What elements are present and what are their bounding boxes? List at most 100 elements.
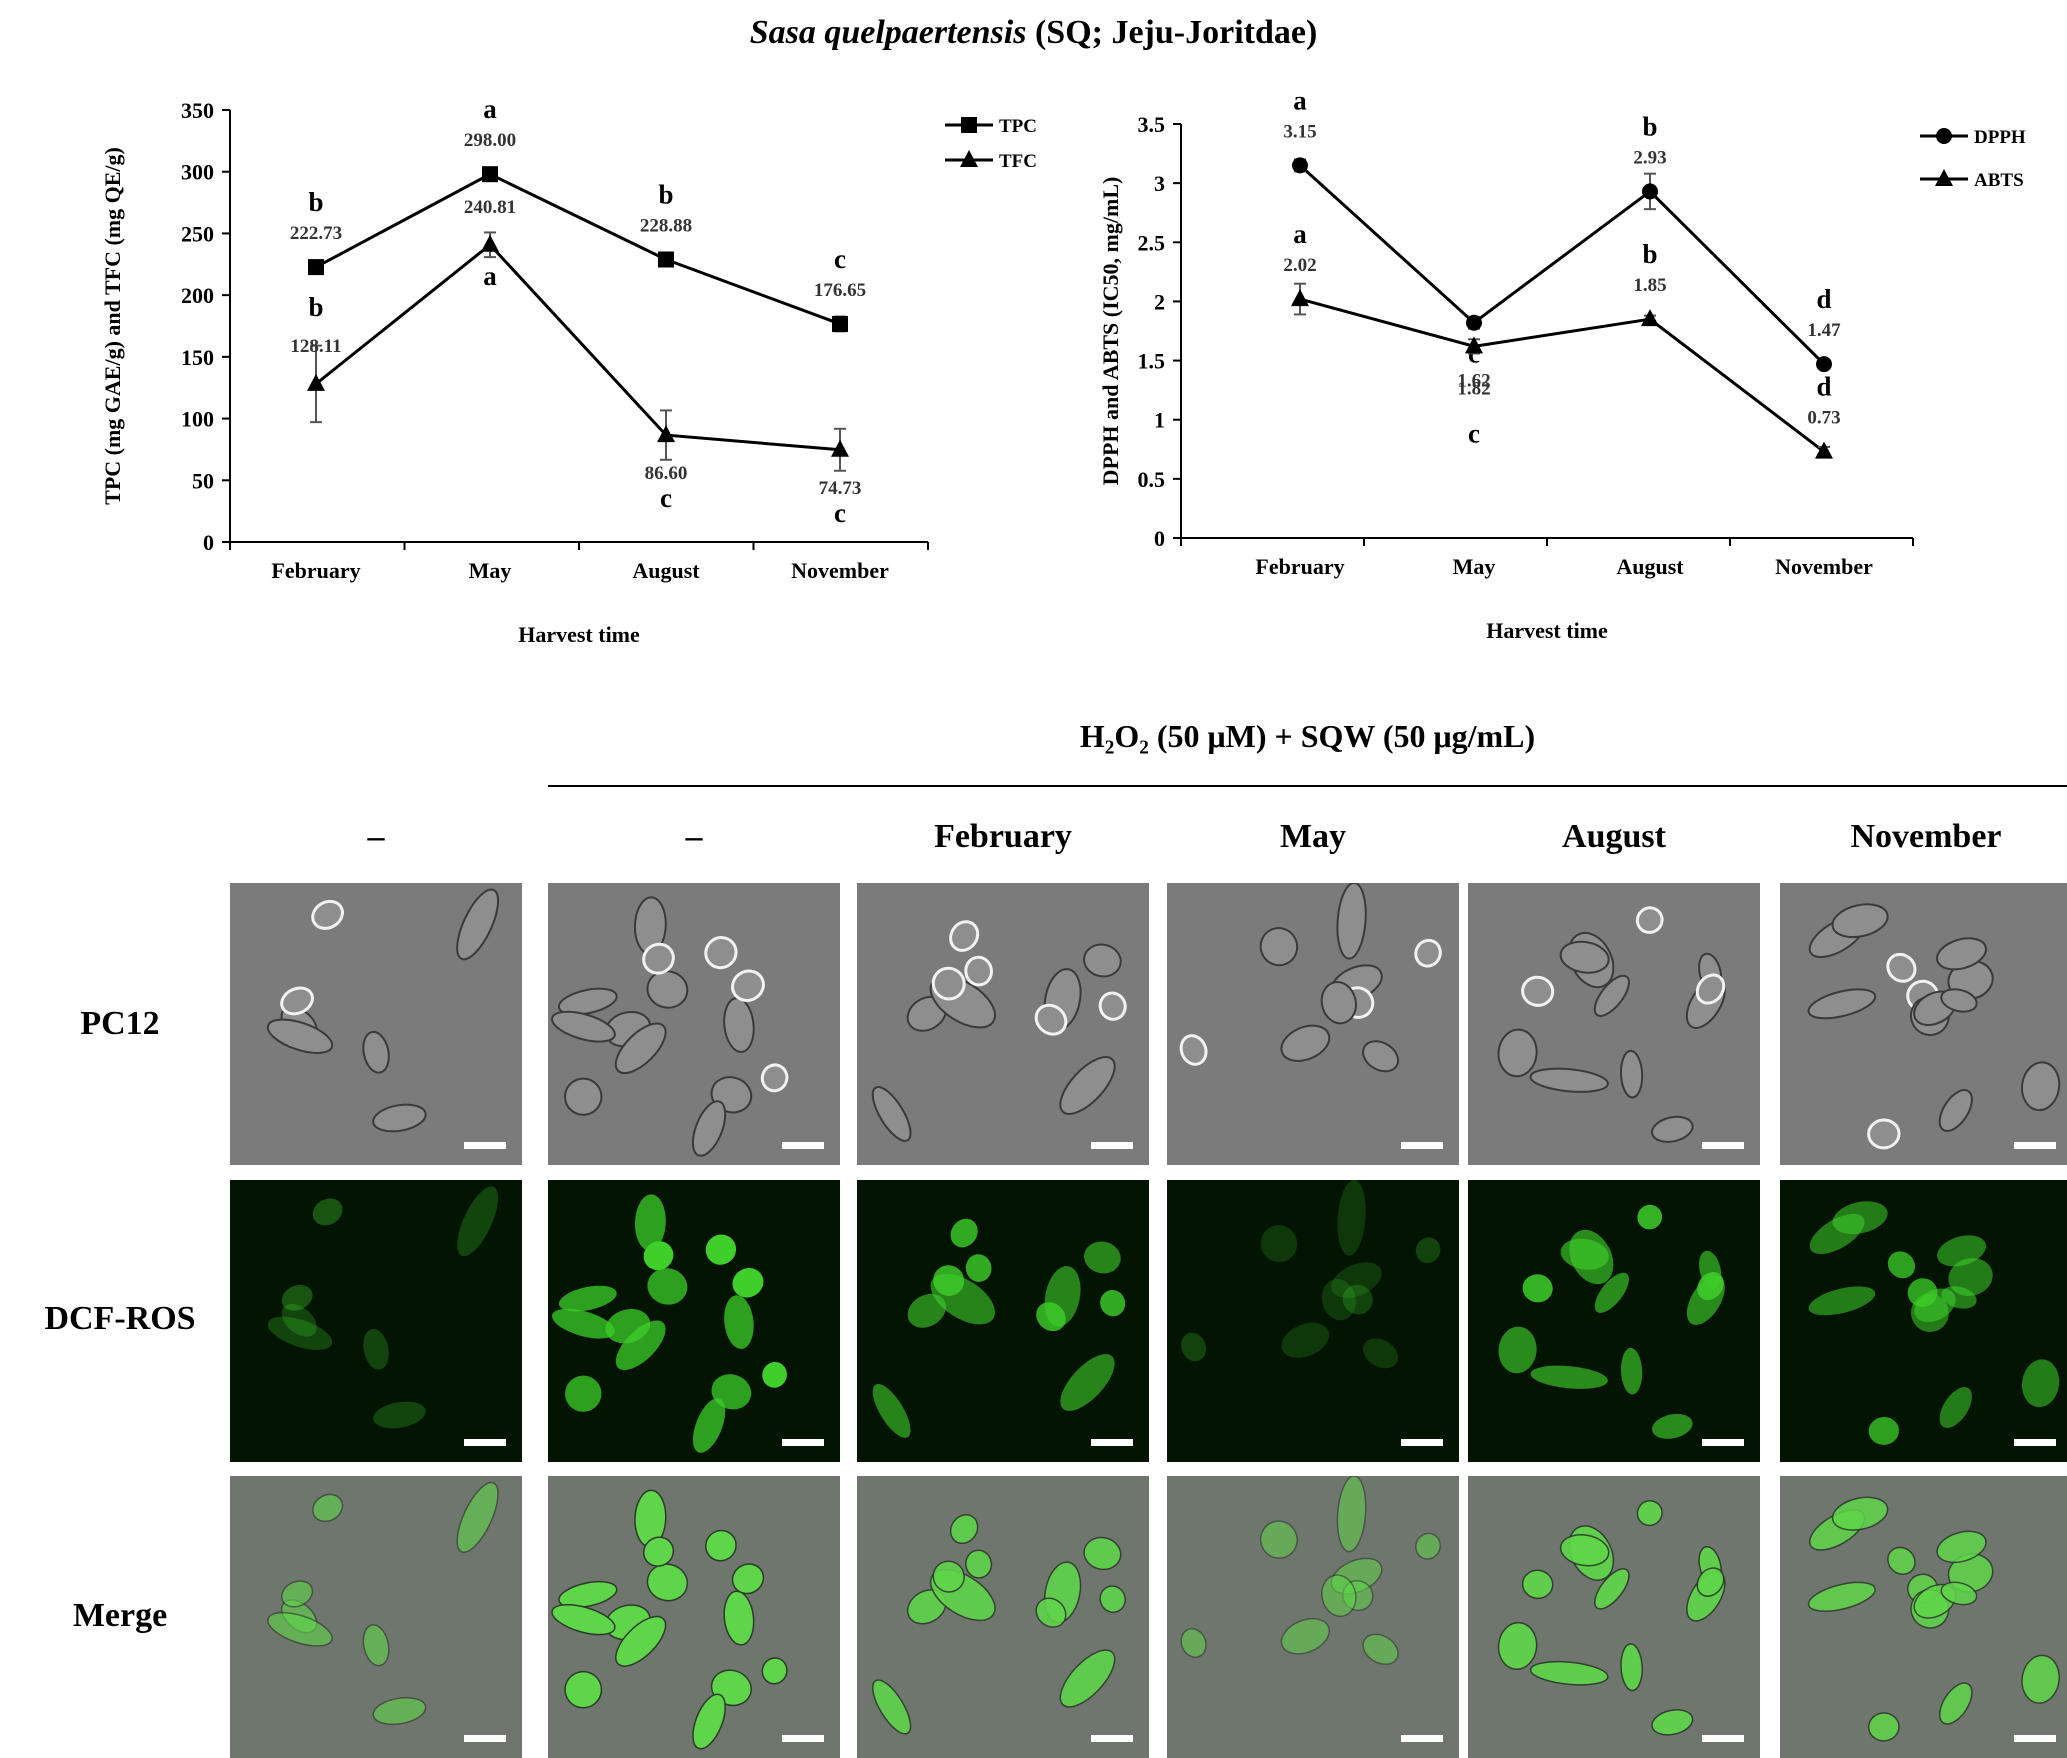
data-label: 1.47 [1807,320,1841,341]
merged-cell [1940,1581,1978,1606]
merged-cell [761,1657,788,1685]
micrograph-merge-col4 [1167,1476,1459,1758]
legend-label: DPPH [1974,127,2026,148]
fluorescent-cell [1331,1262,1382,1298]
data-point-abts [1641,309,1659,327]
cell [614,1022,667,1075]
scale-bar [464,1735,506,1742]
fluorescent-cell [965,1254,992,1282]
significance-letter: b [1642,239,1657,269]
x-axis-title: Harvest time [518,622,640,647]
micrograph-merge-col5 [1468,1476,1760,1758]
y-axis-title: DPPH and ABTS (IC50, mg/mL) [1098,177,1123,486]
data-label: 2.02 [1283,255,1316,276]
fluorescent-cell [552,1308,615,1339]
significance-letter: a [1293,85,1307,115]
micrograph-image [548,883,840,1165]
y-tick-label: 300 [181,160,214,185]
merged-cell [1259,1520,1298,1559]
scale-bar [464,1439,506,1446]
micrograph-image [857,883,1149,1165]
merged-cell [1336,1476,1367,1553]
merged-cell [1831,1496,1889,1531]
cell [1336,883,1367,960]
cell [1414,938,1442,968]
micrograph-pc12-col6 [1780,883,2067,1165]
cell [280,986,314,1016]
merged-cell [1035,1597,1067,1628]
scale-bar [1091,1735,1133,1742]
cell [1886,952,1917,983]
merged-cell [705,1529,737,1562]
fluorescent-cell [1937,1235,1986,1267]
fluorescent-cell [724,1295,754,1349]
y-tick-label: 1.5 [1138,349,1166,374]
data-label: 86.60 [645,463,688,484]
cell [1362,1040,1400,1073]
legend-label: TPC [999,116,1037,137]
cell [704,936,738,970]
merged-cell [1415,1532,1442,1560]
merged-cell [280,1580,314,1608]
merged-cell [564,1670,603,1709]
cell [551,1010,616,1043]
fluorescent-cell [281,1303,317,1337]
data-point-tfc [481,234,499,252]
data-point-tfc [831,439,849,457]
cell [311,899,344,930]
cell [760,1063,789,1093]
fluorescent-cell [1363,1338,1399,1369]
cell [1651,1115,1694,1143]
y-tick-label: 150 [181,345,214,370]
data-point-tpc [658,251,674,268]
legend-marker [961,117,977,133]
micrograph-merge-col3 [857,1476,1149,1758]
micrograph-merge-col6 [1780,1476,2067,1758]
merged-cell [1280,1617,1331,1655]
row-label: DCF-ROS [44,1300,196,1337]
micrograph-image [230,1180,522,1462]
merged-cell [646,1563,689,1602]
fluorescent-cell [281,1284,313,1311]
scale-bar [2014,1142,2056,1149]
significance-letter: b [1642,111,1657,141]
fluorescent-cell [1697,1272,1724,1301]
cell [691,1100,727,1157]
fluorescent-cell [1084,1241,1121,1274]
cell [642,942,675,975]
fluorescent-cell [267,1316,333,1350]
y-tick-label: 0.5 [1138,467,1166,492]
cell [1497,1028,1538,1078]
significance-letter: a [483,261,497,291]
merged-cell [965,1549,993,1579]
tpc-tfc-chart: 0 50 100 150 200 250 300 350 February May August No… [100,94,1037,647]
column-label: August [1562,818,1666,855]
micrograph-image [857,1180,1149,1462]
legend-marker [1936,128,1952,144]
merged-cell [372,1696,427,1726]
fluorescent-cell [373,1401,426,1429]
micrograph-image [1468,1476,1760,1758]
scale-bar [464,1142,506,1149]
cell [266,1018,334,1054]
significance-letter: b [308,187,323,217]
merged-cell [1320,1574,1357,1618]
merged-cell [558,1580,618,1609]
y-tick-label: 0 [203,530,214,555]
cell [362,1030,390,1074]
cell [1867,1118,1901,1150]
cell [564,1077,603,1116]
y-tick-label: 250 [181,221,214,246]
merged-cell [1936,1530,1987,1564]
column-label: May [1279,818,1347,855]
dpph-abts-chart: 0 0.5 1 1.5 2 2.5 3 3.5 February May August Novembe… [1098,85,2026,643]
column-label: – [685,818,703,855]
merged-cell [692,1693,726,1750]
merged-cell [731,1563,765,1595]
micrograph-image [1167,883,1459,1165]
micrograph-image [857,1476,1149,1758]
micrograph-background [1468,1476,1760,1758]
data-label: 128.11 [290,336,341,357]
micrograph-dcf-ros-col4 [1167,1180,1459,1462]
micrograph-image [1167,1476,1459,1758]
